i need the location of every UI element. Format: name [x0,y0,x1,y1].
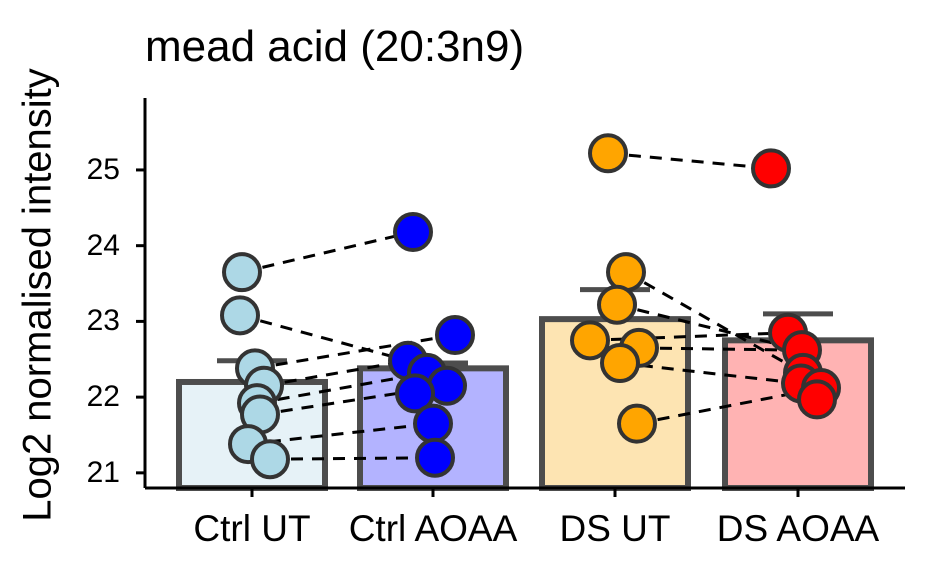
pair-line [607,151,772,170]
data-point [617,403,657,444]
y-tick-label: 25 [86,152,120,186]
pair-line [619,361,802,385]
pair-line [263,359,409,388]
data-point [220,295,260,336]
data-point [395,373,435,414]
x-tick-label: DS UT [559,508,671,549]
y-tick-label: 21 [86,455,120,489]
y-tick-label: 23 [86,304,120,338]
data-point [570,320,610,361]
x-tick-label: Ctrl AOAA [348,508,518,549]
data-point [606,252,646,293]
data-point [600,343,640,384]
data-point [250,439,290,480]
pair-line [625,270,804,375]
chart-title: mead acid (20:3n9) [145,22,525,71]
data-point [393,212,433,253]
data-point [413,403,453,444]
data-point [597,284,637,325]
data-point [588,133,628,174]
pair-line [269,456,436,461]
pair-line [239,313,409,363]
y-tick-label: 24 [86,228,120,262]
pair-line [638,346,803,352]
data-point [222,252,262,293]
pair-line [254,333,456,370]
x-tick-label: DS AOAA [716,508,880,549]
y-tick-label: 22 [86,380,120,414]
data-point [751,148,791,189]
pair-line [241,230,414,274]
data-point [797,379,837,420]
x-tick-label: Ctrl UT [193,508,311,549]
data-point [435,315,475,356]
pair-line [256,371,428,405]
data-point [415,437,455,478]
data-point [427,365,467,406]
pair-line [247,422,434,446]
